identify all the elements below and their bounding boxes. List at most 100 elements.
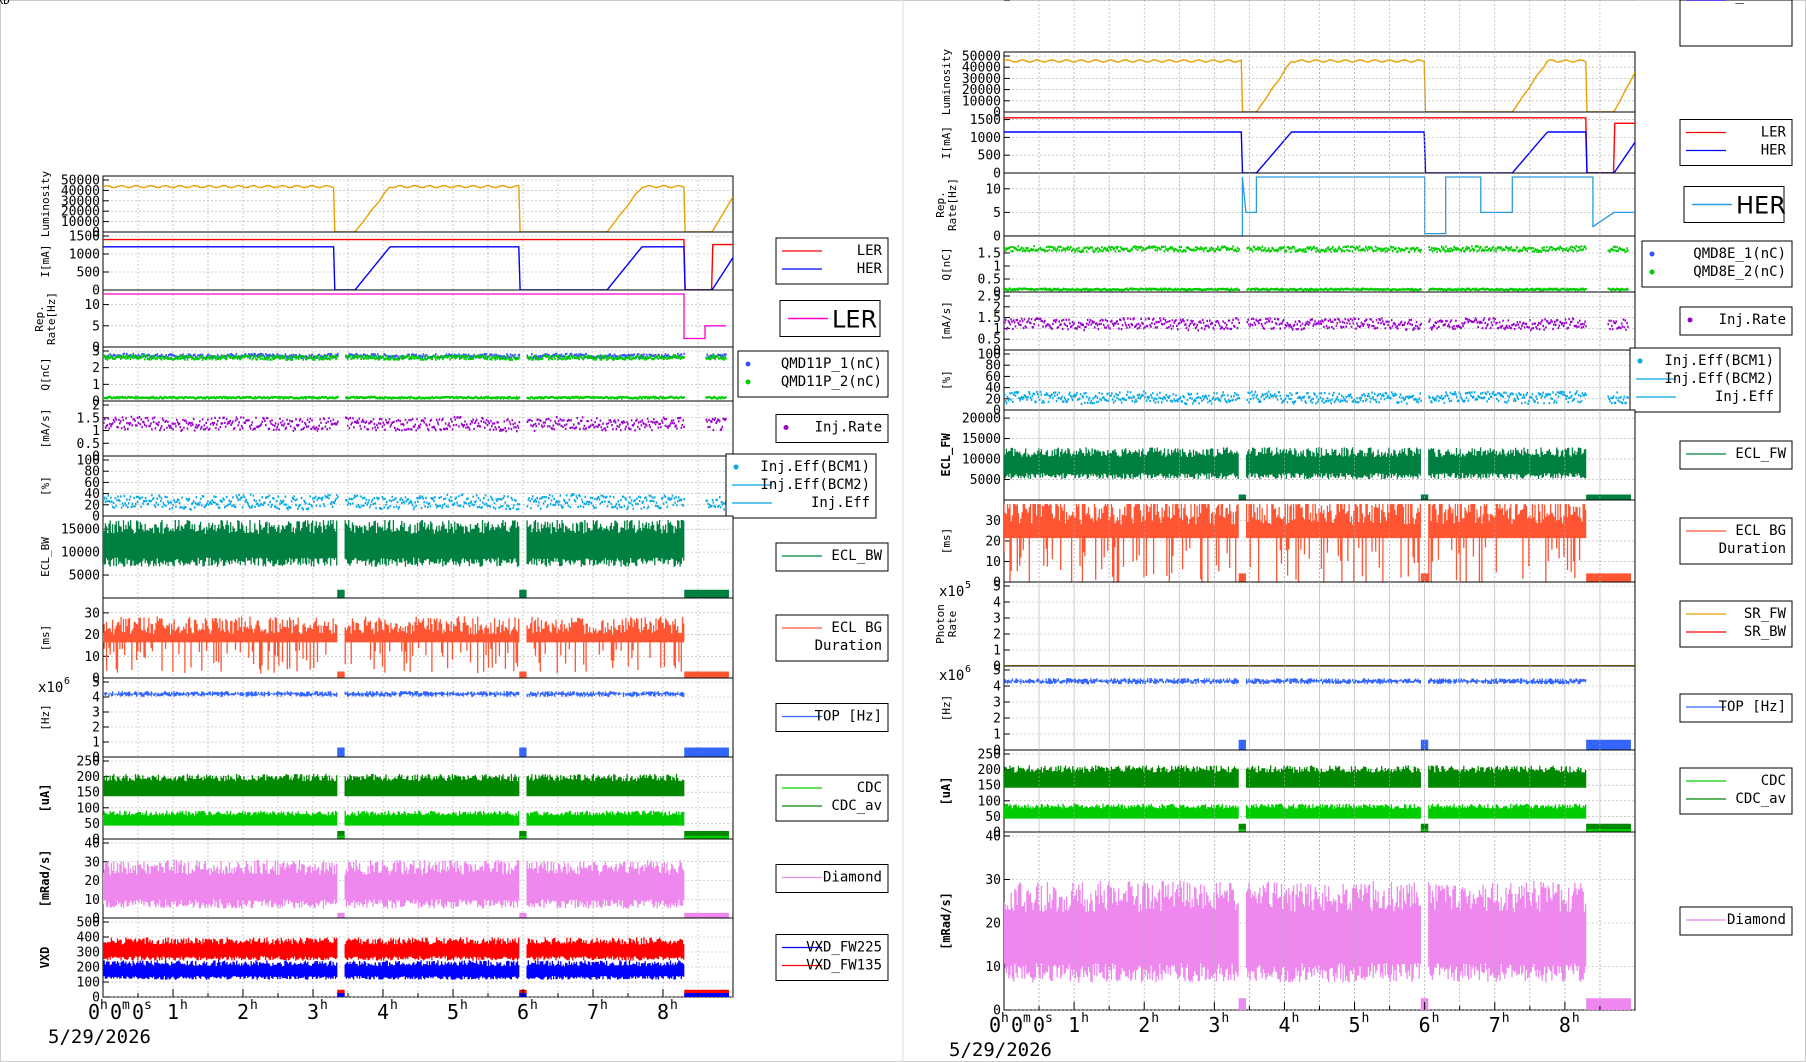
legend-label: TOP [Hz] [1719,699,1786,715]
y-tick-label: 20 [985,392,1001,407]
y-axis-label-line: Luminosity [940,49,953,116]
y-axis-label-line: Q[nC] [39,357,52,390]
panel-series [1004,678,1631,750]
time-axis: 0 h 0 m 0 s 1 h 2 h 3 h 4 h 5 h 6 h 7 h 8 h5/29/2026 [949,1002,1636,1061]
y-tick-label: 500 [77,916,100,931]
legend: ECL_FW [1679,440,1793,470]
time-label: 4 [377,1000,389,1024]
time-label: 6 [517,1000,529,1024]
y-axis-label-line: Rate[Hz] [45,292,58,345]
panel-series [1004,390,1629,406]
y-axis-label-line: Rate [946,611,959,638]
time-label-sup: h [1432,1011,1440,1026]
legend-box [775,414,889,443]
y-tick-label: 2 [92,721,100,736]
y-axis-label: Luminosity [940,49,953,116]
series-inj_eff [1004,390,1629,406]
panel-series [103,293,726,340]
legend: LER HER [775,237,889,285]
y-tick-label: 1.5 [978,247,1001,262]
y-tick-label: 20 [84,498,100,513]
time-label-sup: h [1362,1011,1370,1026]
legend-label: CDC_av [831,798,882,814]
legend-box [1679,119,1793,166]
time-label-sup: h [530,998,538,1013]
time-date: 5/29/2026 [949,1039,1052,1061]
y-tick-label: 40000 [962,61,1001,76]
y-tick-label: 5 [993,664,1001,679]
series-rep_ler [103,293,726,340]
y-tick-label: 0 [993,0,1001,4]
legend: Inj.Eff(BCM1) Inj.Eff(BCM2) Inj.Eff [1629,347,1781,413]
y-tick-label: 10 [985,182,1001,197]
y-tick-label: 10 [84,298,100,313]
time-label-sup: h [320,998,328,1013]
y-tick-label: 5000 [69,569,100,584]
y-tick-label: 100 [77,454,100,469]
y-tick-label: 1000 [970,0,1001,4]
y-axis-label: ECL_BW [39,537,52,577]
y-tick-label: 0 [92,510,100,525]
panel-eff: 020406080100[%]Inj.Eff(BCM1)Inj.Eff(BCM2… [940,347,1781,419]
series-cdc [1004,803,1631,832]
y-axis-label-line: [uA] [939,777,953,806]
legend-marker [1649,251,1655,257]
time-zero-part: 0 [1011,1013,1023,1037]
time-label: 8 [1559,1013,1571,1037]
legend-box [1679,906,1793,936]
panel-q: 00.511.5 Q[nC] QMD8E_1(nC) QMD8E_2(nC) [940,235,1793,301]
series-diamond [103,859,729,918]
legend-label: Duration [1719,541,1786,557]
y-tick-label: 1.5 [978,311,1001,326]
y-axis-label: [mA/s] [39,409,52,449]
time-date: 5/29/2026 [48,1026,151,1048]
y-axis-label-line: ECL_BW [39,537,52,577]
y-tick-label: 100 [978,794,1001,809]
panel-series [103,238,733,290]
y-tick-label: 1000 [69,248,100,263]
series-top [103,691,729,757]
y-tick-label: 40 [985,830,1001,845]
legend: ECL BG Duration [775,614,889,662]
y-axis-label-line: Rep. [33,305,46,332]
legend-box [1679,767,1793,815]
y-tick-label: 0 [92,751,100,766]
panel-eff: 020406080100[%]Inj.Eff(BCM1)Inj.Eff(BCM2… [39,453,877,525]
y-tick-label: 30000 [61,194,100,209]
y-axis-label-line: Rep. [934,191,947,218]
panel-series [103,184,733,232]
legend: TOP [Hz] [1679,693,1793,723]
legend-label: TOP [Hz] [815,709,882,725]
y-tick-label: 4 [993,680,1001,695]
y-multiplier-exp: 6 [64,676,70,687]
y-tick-label: 0 [993,404,1001,419]
y-tick-label: 10000 [61,546,100,561]
y-tick-label: 100 [77,976,100,991]
legend: Inj.Eff(BCM1) Inj.Eff(BCM2) Inj.Eff [725,453,877,519]
series-q2 [1004,245,1629,254]
series-ecl_bg [1004,504,1631,582]
y-tick-label: 0 [92,226,100,241]
legend-marker [733,464,739,470]
y-tick-label: 500 [77,266,100,281]
y-axis-label-line: I[mA] [39,244,52,277]
legend-box [775,934,889,981]
y-axis-label-line: [ms] [940,528,953,555]
legend: Inj.Rate [775,414,889,443]
y-tick-label: 1 [92,424,100,439]
time-label-sup: h [1291,1011,1299,1026]
y-axis-label: [Hz] [39,704,52,731]
y-axis-label: [uA] [38,784,52,813]
y-tick-label: 0 [993,167,1001,182]
legend-box [775,774,889,822]
legend: VXD_FW225 VXD_FW135 [775,934,889,981]
y-multiplier-exp: 6 [965,664,971,675]
y-tick-label: 60 [84,476,100,491]
y-tick-label: 1.5 [77,411,100,426]
series-her [103,246,733,290]
time-label-sup: h [180,998,188,1013]
y-tick-label: 0 [993,660,1001,675]
y-tick-label: 50000 [962,50,1001,65]
